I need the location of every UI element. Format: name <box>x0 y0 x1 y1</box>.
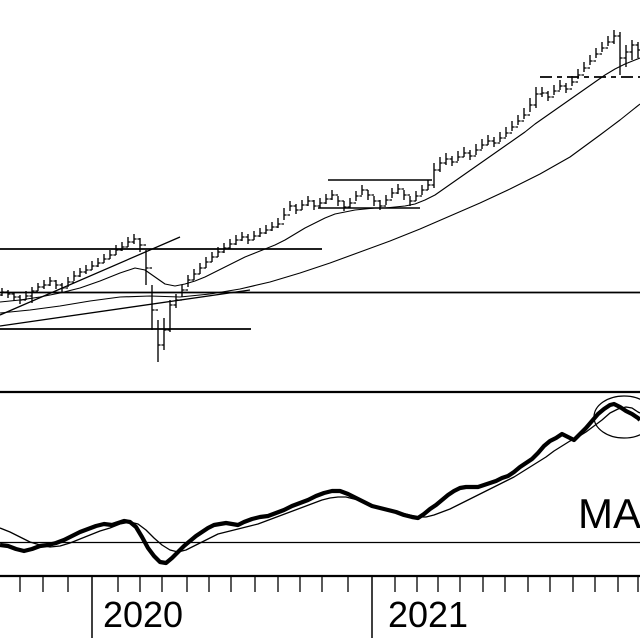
indicator-ma-label: MA <box>578 490 640 537</box>
indicator-signal-line <box>0 406 640 553</box>
price-panel <box>0 30 640 362</box>
indicator-panel: MA <box>0 390 640 566</box>
indicator-momentum-line <box>0 401 640 566</box>
trendline-steep-2019-uptrend <box>0 236 181 316</box>
x-axis-year-label-2020: 2020 <box>103 594 183 635</box>
crossover-highlight-ellipse <box>593 395 640 439</box>
x-axis: 2020 2021 <box>0 574 640 638</box>
price-bars-path <box>0 30 640 362</box>
trendline-shallow-support-trendline <box>0 289 251 327</box>
x-axis-year-label-2021: 2021 <box>388 594 468 635</box>
x-axis-minor-ticks <box>19 576 639 592</box>
ma-fast-line <box>0 57 640 303</box>
ma-slow-line <box>0 103 640 314</box>
